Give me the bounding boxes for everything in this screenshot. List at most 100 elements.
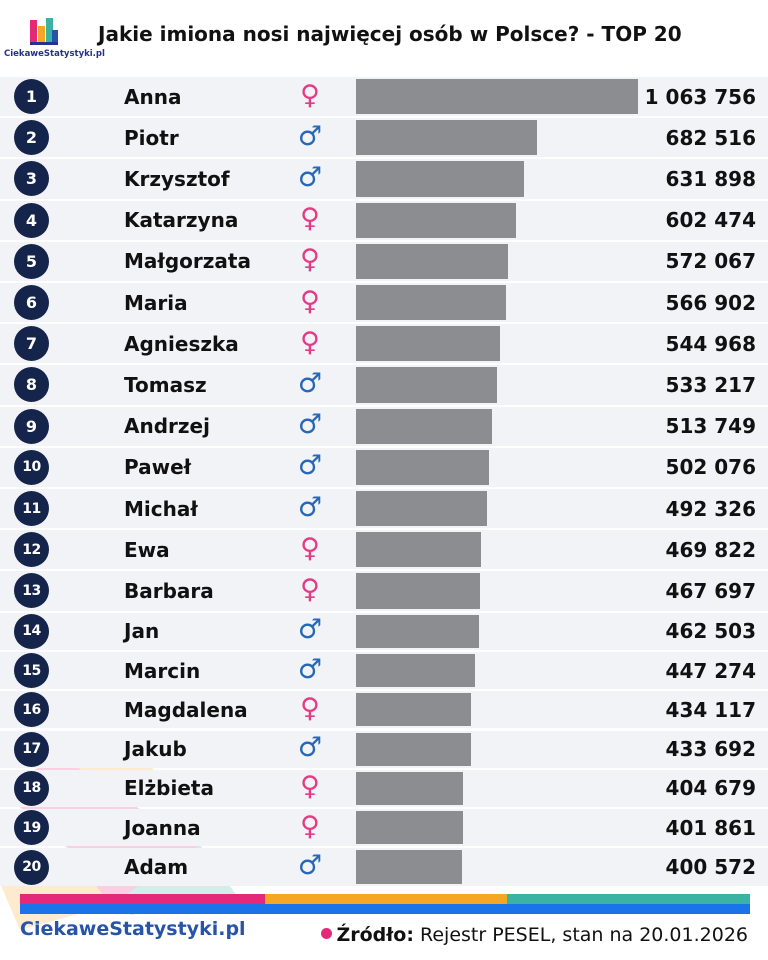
value-label: 462 503 <box>665 619 756 644</box>
table-row: 6 Maria ♀ 566 902 <box>0 282 768 323</box>
table-row: 11 Michał ♂ 492 326 <box>0 488 768 529</box>
bar <box>356 120 537 156</box>
value-label: 513 749 <box>665 414 756 439</box>
rank-badge: 7 <box>14 326 49 362</box>
name-label: Magdalena <box>124 697 248 722</box>
table-row: 20 Adam ♂ 400 572 <box>0 847 768 886</box>
male-symbol-icon: ♂ <box>297 367 323 399</box>
stripe-segment-teal <box>507 894 750 904</box>
value-label: 469 822 <box>665 537 756 562</box>
bar <box>356 202 516 238</box>
rank-badge: 10 <box>14 449 49 485</box>
bar <box>356 771 464 806</box>
value-label: 400 572 <box>665 855 756 880</box>
stripe-segment-orange <box>265 894 507 904</box>
footer-color-stripe <box>20 894 750 914</box>
rank-badge: 11 <box>14 491 49 527</box>
table-row: 19 Joanna ♀ 401 861 <box>0 808 768 847</box>
bar <box>356 693 472 727</box>
name-label: Jan <box>124 619 160 644</box>
rank-badge: 14 <box>14 613 49 649</box>
source-note: Źródło: Rejestr PESEL, stan na 20.01.202… <box>321 924 748 946</box>
male-symbol-icon: ♂ <box>297 850 323 882</box>
male-symbol-icon: ♂ <box>297 491 323 523</box>
value-label: 502 076 <box>665 455 756 480</box>
value-label: 492 326 <box>665 496 756 521</box>
bar <box>356 732 471 766</box>
bar <box>356 449 490 485</box>
bar <box>356 614 479 648</box>
rank-badge: 5 <box>14 243 49 279</box>
value-label: 467 697 <box>665 578 756 603</box>
header: CiekaweStatystyki.pl Jakie imiona nosi n… <box>0 0 768 70</box>
name-label: Maria <box>124 290 188 315</box>
table-row: 13 Barbara ♀ 467 697 <box>0 570 768 611</box>
bar <box>356 653 475 688</box>
name-label: Piotr <box>124 125 179 150</box>
table-row: 10 Paweł ♂ 502 076 <box>0 447 768 488</box>
female-symbol-icon: ♀ <box>300 771 320 803</box>
bar <box>356 161 524 197</box>
brand-name[interactable]: CiekaweStatystyki.pl <box>20 918 246 940</box>
rank-badge: 20 <box>14 849 49 885</box>
name-label: Barbara <box>124 578 214 603</box>
source-text: Rejestr PESEL, stan na 20.01.2026 <box>420 924 748 946</box>
male-symbol-icon: ♂ <box>297 161 323 193</box>
table-row: 1 Anna ♀ 1 063 756 <box>0 76 768 117</box>
name-label: Anna <box>124 84 182 109</box>
table-row: 18 Elżbieta ♀ 404 679 <box>0 769 768 808</box>
logo-text[interactable]: CiekaweStatystyki.pl <box>4 49 105 59</box>
value-label: 401 861 <box>665 815 756 840</box>
name-label: Małgorzata <box>124 249 251 274</box>
bar <box>356 367 498 403</box>
value-label: 404 679 <box>665 776 756 801</box>
name-label: Adam <box>124 855 189 880</box>
female-symbol-icon: ♀ <box>300 285 320 317</box>
name-label: Ewa <box>124 537 170 562</box>
value-label: 433 692 <box>665 737 756 762</box>
male-symbol-icon: ♂ <box>297 653 323 685</box>
stripe-segment-blue <box>20 904 750 914</box>
bar <box>356 79 638 115</box>
bar <box>356 850 463 884</box>
table-row: 15 Marcin ♂ 447 274 <box>0 651 768 690</box>
name-label: Tomasz <box>124 372 207 397</box>
table-row: 16 Magdalena ♀ 434 117 <box>0 690 768 729</box>
name-label: Paweł <box>124 455 192 480</box>
female-symbol-icon: ♀ <box>300 326 320 358</box>
bar <box>356 243 508 279</box>
name-label: Andrzej <box>124 414 210 439</box>
table-row: 4 Katarzyna ♀ 602 474 <box>0 200 768 241</box>
rank-badge: 6 <box>14 285 49 321</box>
rank-badge: 1 <box>14 79 49 115</box>
bar <box>356 408 493 444</box>
value-label: 631 898 <box>665 166 756 191</box>
value-label: 602 474 <box>665 208 756 233</box>
table-row: 2 Piotr ♂ 682 516 <box>0 117 768 158</box>
table-row: 7 Agnieszka ♀ 544 968 <box>0 323 768 364</box>
female-symbol-icon: ♀ <box>300 203 320 235</box>
bar <box>356 285 507 321</box>
value-label: 682 516 <box>665 125 756 150</box>
value-label: 1 063 756 <box>644 84 756 109</box>
table-row: 17 Jakub ♂ 433 692 <box>0 730 768 769</box>
table-row: 12 Ewa ♀ 469 822 <box>0 529 768 570</box>
male-symbol-icon: ♂ <box>297 409 323 441</box>
bar <box>356 573 480 609</box>
value-label: 447 274 <box>665 658 756 683</box>
source-dot-icon <box>321 928 333 939</box>
stripe-segment-pink <box>20 894 265 904</box>
female-symbol-icon: ♀ <box>300 79 320 111</box>
rank-badge: 8 <box>14 367 49 403</box>
rank-badge: 2 <box>14 120 49 156</box>
male-symbol-icon: ♂ <box>297 614 323 646</box>
female-symbol-icon: ♀ <box>300 532 320 564</box>
table-row: 3 Krzysztof ♂ 631 898 <box>0 158 768 199</box>
female-symbol-icon: ♀ <box>300 692 320 724</box>
name-label: Katarzyna <box>124 208 239 233</box>
value-label: 572 067 <box>665 249 756 274</box>
rank-badge: 19 <box>14 810 49 846</box>
name-label: Elżbieta <box>124 776 214 801</box>
name-label: Michał <box>124 496 198 521</box>
value-label: 544 968 <box>665 331 756 356</box>
